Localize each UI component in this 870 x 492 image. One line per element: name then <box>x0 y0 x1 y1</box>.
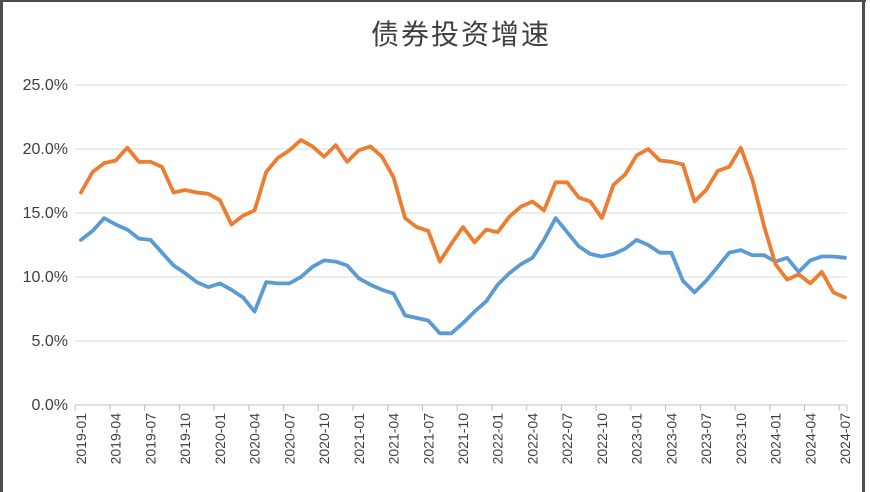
x-tick-label: 2024-04 <box>802 413 818 465</box>
x-tick-label: 2020-07 <box>281 413 297 465</box>
x-tick-label: 2022-07 <box>559 413 575 465</box>
x-tick-label: 2019-01 <box>73 413 89 465</box>
x-tick-label: 2020-10 <box>316 413 332 465</box>
x-tick-label: 2023-01 <box>629 413 645 465</box>
gridlines-group <box>75 84 847 342</box>
x-tick-label: 2019-10 <box>177 413 193 465</box>
x-tick-label: 2024-01 <box>768 413 784 465</box>
x-tick-label: 2021-10 <box>455 413 471 465</box>
x-tick-label: 2020-01 <box>212 413 228 465</box>
x-axis-labels-group: 2019-01 2019-04 2019-07 2019-10 2020-01 2020-… <box>73 413 853 465</box>
x-tick-label: 2022-04 <box>524 413 540 465</box>
x-tick-label: 2020-04 <box>247 413 263 465</box>
chart-title: 债券投资增速 <box>370 18 551 51</box>
x-tick-label: 2023-04 <box>663 413 679 465</box>
window-border-right <box>862 0 865 492</box>
x-tick-label: 2021-01 <box>351 413 367 465</box>
x-tick-label: 2021-07 <box>420 413 436 465</box>
x-tick-label: 2023-07 <box>698 413 714 465</box>
window-border-top <box>0 0 866 2</box>
x-tick-label: 2024-07 <box>837 413 853 465</box>
x-tick-label: 2019-04 <box>108 413 124 465</box>
x-tick-label: 2022-10 <box>594 413 610 465</box>
y-tick-label: 5.0% <box>32 333 68 350</box>
window-border-left <box>0 0 3 492</box>
y-axis-labels-group: 25.0% 20.0% 15.0% 10.0% 5.0% 0.0% <box>23 77 68 414</box>
x-axis-ticks-group <box>74 405 848 411</box>
y-tick-label: 20.0% <box>23 141 68 158</box>
series-orange-line <box>79 138 847 300</box>
x-tick-label: 2022-01 <box>490 413 506 465</box>
x-tick-label: 2019-07 <box>142 413 158 465</box>
y-tick-label: 10.0% <box>23 269 68 286</box>
series-blue-line <box>79 216 847 336</box>
x-tick-label: 2023-10 <box>733 413 749 465</box>
x-tick-label: 2021-04 <box>386 413 402 465</box>
y-tick-label: 25.0% <box>23 77 68 94</box>
y-tick-label: 15.0% <box>23 205 68 222</box>
y-tick-label: 0.0% <box>32 397 68 414</box>
